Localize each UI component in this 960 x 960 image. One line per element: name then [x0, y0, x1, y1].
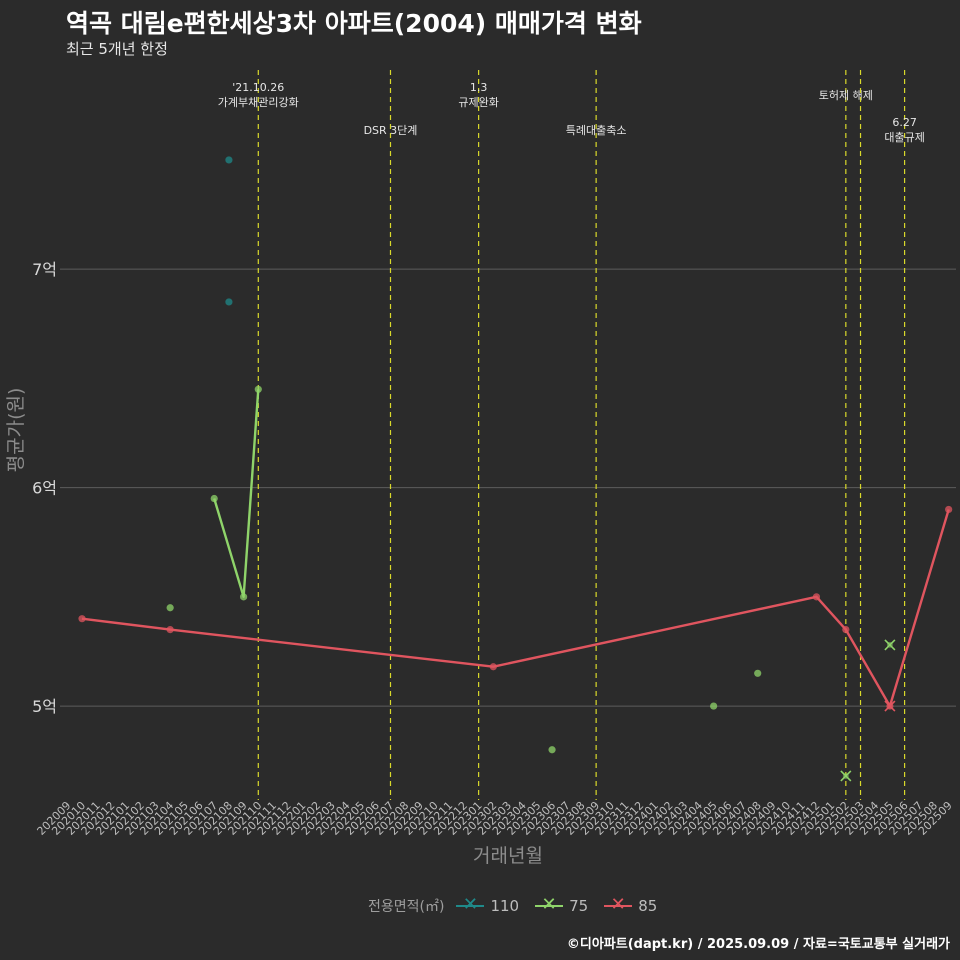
data-point-110 [225, 156, 233, 164]
event-annotation: 6.27 [892, 116, 917, 129]
event-annotation: 특례대출축소 [566, 124, 627, 137]
legend-item-75: ✕ 75 [535, 894, 589, 916]
data-point-85 [166, 626, 174, 634]
x-axis-label: 거래년월 [473, 845, 543, 867]
data-point-110 [225, 298, 233, 306]
axis-layer: 5억6억7억2020092020102020112020122021012021… [32, 260, 955, 838]
grid-layer [60, 268, 956, 707]
y-tick-label: 6억 [32, 479, 57, 498]
legend-item-85: ✕ 85 [604, 894, 658, 916]
series-line-85 [81, 509, 950, 708]
legend-title: 전용면적(㎡) [368, 899, 445, 915]
legend-key-85: ✕ [604, 894, 633, 916]
legend-label-75: 75 [569, 897, 589, 915]
cross-dot [886, 641, 893, 648]
cross-marker-75 [840, 770, 852, 782]
series-layer [78, 156, 953, 782]
event-annotation: 토허제 해제 [819, 88, 873, 102]
chart-subtitle: 최근 5개년 한정 [66, 40, 168, 58]
cross-dot [842, 772, 849, 779]
y-tick-label: 5억 [32, 697, 57, 716]
cross-dot [886, 703, 893, 710]
legend-key-75: ✕ [535, 894, 564, 916]
legend-key-110: ✕ [456, 894, 485, 916]
data-point-75 [166, 604, 174, 612]
legend: 전용면적(㎡) ✕ 110 ✕ 75 ✕ 85 [368, 894, 665, 916]
event-annotation: 가계부채관리강화 [218, 96, 299, 109]
event-annotation: DSR 3단계 [364, 124, 418, 137]
data-point-75 [240, 593, 248, 601]
data-point-85 [812, 593, 821, 601]
source-caption: ©디아파트(dapt.kr) / 2025.09.09 / 자료=국토교통부 실… [566, 937, 950, 952]
data-point-85 [945, 505, 953, 514]
legend-label-110: 110 [490, 897, 520, 915]
event-annotation: 규제완화 [458, 96, 498, 109]
data-point-85 [489, 663, 497, 671]
data-point-75 [710, 702, 718, 710]
chart-title: 역곡 대림e편한세상3차 아파트(2004) 매매가격 변화 [66, 9, 642, 38]
data-point-75 [210, 494, 218, 503]
data-point-75 [754, 669, 762, 677]
cross-marker-75 [884, 639, 896, 651]
event-annotation: '21.10.26 [232, 81, 284, 94]
data-point-75 [548, 746, 556, 754]
data-point-85 [78, 615, 86, 623]
y-axis-label: 평균가(원) [5, 388, 27, 473]
cross-marker-85 [884, 700, 896, 712]
legend-item-110: ✕ 110 [456, 894, 520, 916]
series-line-75 [213, 389, 260, 598]
y-tick-label: 7억 [32, 260, 57, 279]
event-annotation: 대출규제 [884, 131, 924, 144]
event-annotation: 1.3 [470, 81, 488, 94]
data-point-85 [842, 626, 850, 634]
legend-label-85: 85 [638, 897, 658, 915]
data-point-75 [254, 385, 262, 393]
